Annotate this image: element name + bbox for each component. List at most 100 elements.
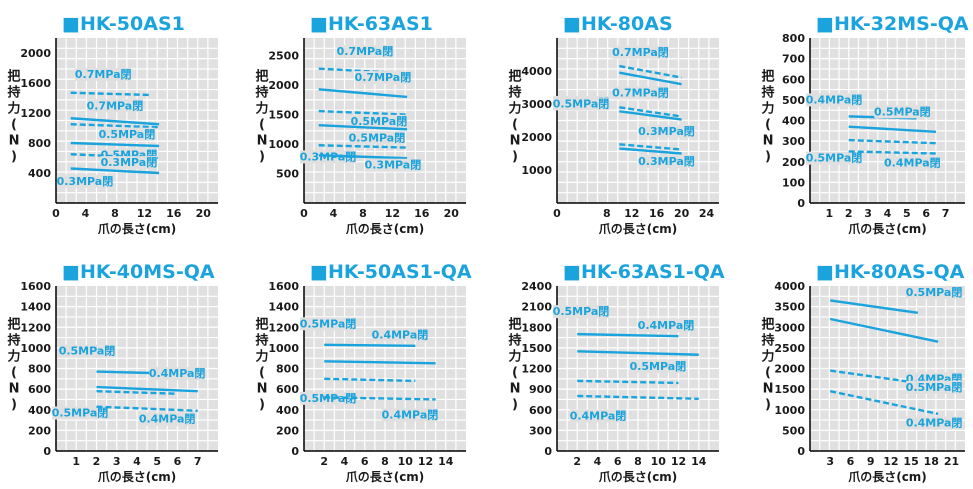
series-line: [70, 91, 152, 97]
y-tick-label: 600: [782, 73, 805, 86]
y-axis-label-char: N: [9, 134, 20, 149]
series-label: 0.3MPa閉: [638, 125, 695, 138]
series-line: [829, 317, 939, 343]
series-line: [848, 150, 936, 155]
series-label: 0.5MPa閉: [351, 115, 408, 128]
x-tick-label: 1: [72, 455, 80, 468]
y-tick-label: 1500: [521, 342, 552, 355]
series-label: 0.4MPa閉: [139, 413, 196, 426]
y-axis-label-char: 力: [761, 349, 774, 365]
x-tick-label: 2: [320, 455, 328, 468]
series-line: [577, 379, 679, 385]
series-label: 0.4MPa閉: [806, 93, 863, 106]
y-tick-label: 0: [797, 445, 805, 458]
chart-panel-8: ■HK-80AS-QA 3 6 9 12 15 18 21 0 500 1000 1500 2000 25…: [761, 261, 965, 484]
series-line: [96, 405, 198, 412]
y-tick-label: 2400: [521, 280, 552, 293]
x-tick-label: 2: [93, 455, 101, 468]
chart-title: ■HK-40MS-QA: [62, 261, 215, 283]
x-tick-label: 0: [553, 207, 561, 220]
x-tick-label: 4: [82, 207, 90, 220]
series-label: 0.5MPa閉: [806, 152, 863, 165]
x-axis-label: 爪の長さ(cm): [599, 469, 678, 484]
x-tick-label: 7: [194, 455, 202, 468]
x-axis-label: 爪の長さ(cm): [98, 469, 177, 484]
x-tick-label: 14: [438, 455, 454, 468]
y-axis-label-char: N: [510, 134, 521, 149]
y-axis-label-char: (: [512, 366, 518, 381]
x-tick-label: 9: [867, 455, 875, 468]
x-tick-label: 15: [903, 455, 918, 468]
y-axis-label-char: (: [11, 118, 17, 133]
x-tick-label: 5: [153, 455, 161, 468]
series-line: [829, 390, 939, 416]
y-axis-label-group: 把持力(N): [508, 317, 521, 413]
series-label-bg: [629, 359, 686, 373]
y-tick-label: 1600: [268, 280, 299, 293]
series-label-bg: [86, 99, 143, 113]
series-line: [70, 141, 160, 148]
y-tick-label: 3500: [774, 301, 805, 314]
x-tick-label: 1: [826, 207, 834, 220]
series-line: [70, 167, 160, 175]
x-tick-label: 6: [174, 455, 182, 468]
series-label: 0.5MPa閉: [630, 360, 687, 373]
series-label-bg: [300, 150, 356, 164]
series-line: [318, 144, 408, 149]
series-line: [619, 71, 682, 86]
y-axis-label-char: 持: [7, 333, 20, 349]
y-tick-label: 800: [28, 137, 51, 150]
y-axis-label-char: 持: [508, 85, 521, 101]
x-tick-label: 21: [944, 455, 959, 468]
y-axis-label-group: 把持力(N): [508, 69, 521, 165]
series-line: [70, 123, 160, 129]
y-tick-label: 1200: [268, 321, 299, 334]
y-axis-label-char: 把: [7, 69, 20, 85]
y-tick-label: 800: [276, 363, 299, 376]
x-tick-label: 0: [52, 207, 60, 220]
series-label: 0.4MPa閉: [884, 156, 941, 169]
series-label-bg: [638, 124, 695, 138]
y-tick-label: 1000: [774, 404, 805, 417]
y-tick-label: 100: [782, 176, 805, 189]
series-label-bg: [52, 406, 108, 420]
y-tick-label: 500: [276, 168, 299, 181]
y-tick-label: 1000: [521, 164, 552, 177]
x-tick-label: 12: [883, 455, 898, 468]
x-tick-label: 2: [573, 455, 581, 468]
series-label: 0.5MPa閉: [349, 131, 406, 144]
y-axis-label-group: 把持力(N): [255, 69, 268, 165]
series-label: 0.7MPa閉: [75, 68, 132, 81]
x-tick-label: 5: [903, 207, 911, 220]
series-label: 0.5MPa閉: [99, 128, 156, 141]
y-axis-label-char: 持: [255, 85, 268, 101]
series-label-bg: [75, 67, 132, 81]
series-label-bg: [364, 158, 421, 172]
y-axis-label-char: 力: [255, 101, 268, 117]
y-axis-label-char: N: [763, 382, 774, 397]
chart-title: ■HK-80AS: [563, 13, 673, 35]
y-tick-label: 1000: [268, 138, 299, 151]
y-axis-label-char: 持: [255, 333, 268, 349]
series-line: [318, 109, 408, 116]
y-tick-label: 600: [276, 383, 299, 396]
x-tick-label: 8: [381, 455, 389, 468]
series-label: 0.4MPa閉: [382, 408, 439, 421]
series-line: [619, 110, 682, 121]
x-tick-label: 8: [359, 207, 367, 220]
y-tick-label: 1600: [20, 280, 51, 293]
y-axis-label-char: 持: [508, 333, 521, 349]
x-tick-label: 3: [113, 455, 121, 468]
series-line: [619, 64, 682, 79]
x-tick-label: 7: [942, 207, 950, 220]
y-axis-label-char: 把: [255, 317, 268, 333]
y-tick-label: 1600: [20, 77, 51, 90]
x-tick-label: 10: [651, 455, 667, 468]
series-label-bg: [139, 412, 196, 426]
x-tick-label: 4: [594, 455, 602, 468]
series-label-bg: [336, 45, 393, 58]
y-axis-label-char: 力: [7, 101, 20, 117]
y-axis-label-char: 持: [761, 85, 774, 101]
x-axis-label: 爪の長さ(cm): [98, 221, 177, 236]
series-label: 0.5MPa閉: [906, 286, 963, 299]
